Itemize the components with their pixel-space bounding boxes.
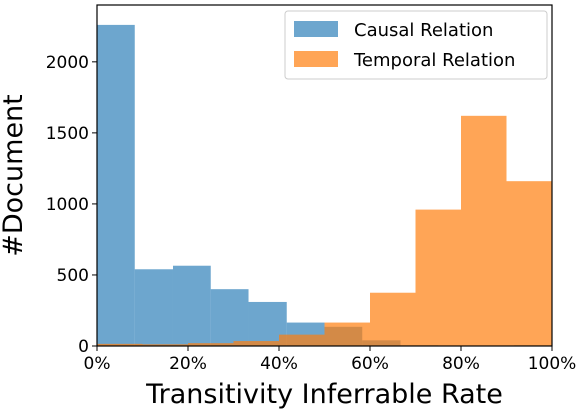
legend-swatch-causal [294, 21, 338, 37]
x-tick-label: 20% [169, 354, 207, 374]
y-tick-label: 500 [57, 266, 89, 286]
legend: Causal Relation Temporal Relation [284, 10, 548, 80]
bars-layer [97, 24, 552, 346]
x-tick-label: 0% [84, 354, 111, 374]
x-axis-label: Transitivity Inferrable Rate [145, 379, 503, 410]
x-tick-label: 40% [260, 354, 298, 374]
y-tick-label: 0 [78, 337, 89, 357]
y-axis-label: #Document [0, 94, 29, 257]
causal-bar-1 [134, 269, 173, 346]
y-tick-label: 1500 [46, 124, 89, 144]
y-tick-label: 2000 [46, 53, 89, 73]
legend-box [284, 10, 548, 80]
temporal-bar-2 [188, 343, 234, 346]
temporal-bar-7 [415, 209, 461, 346]
y-tick-label: 1000 [46, 195, 89, 215]
x-tick-label: 60% [351, 354, 389, 374]
temporal-bar-6 [370, 292, 416, 346]
temporal-bar-1 [142, 344, 188, 346]
plot-frame [96, 4, 553, 347]
axis-ticks: 0% 20% 40% 60% 80% 100% 0 500 1000 1500 2000 [46, 53, 577, 374]
temporal-bar-3 [233, 341, 279, 346]
causal-bar-0 [97, 24, 135, 346]
temporal-bar-0 [97, 343, 143, 346]
temporal-bar-5 [324, 322, 370, 346]
legend-label-causal: Causal Relation [354, 20, 493, 41]
legend-label-temporal: Temporal Relation [353, 50, 515, 71]
temporal-bar-8 [461, 115, 507, 346]
temporal-bar-4 [279, 334, 325, 346]
legend-swatch-temporal [294, 51, 338, 67]
x-tick-label: 80% [442, 354, 480, 374]
causal-bar-3 [210, 289, 249, 346]
causal-bar-2 [172, 265, 211, 346]
x-tick-label: 100% [528, 354, 577, 374]
temporal-bar-9 [506, 181, 552, 346]
